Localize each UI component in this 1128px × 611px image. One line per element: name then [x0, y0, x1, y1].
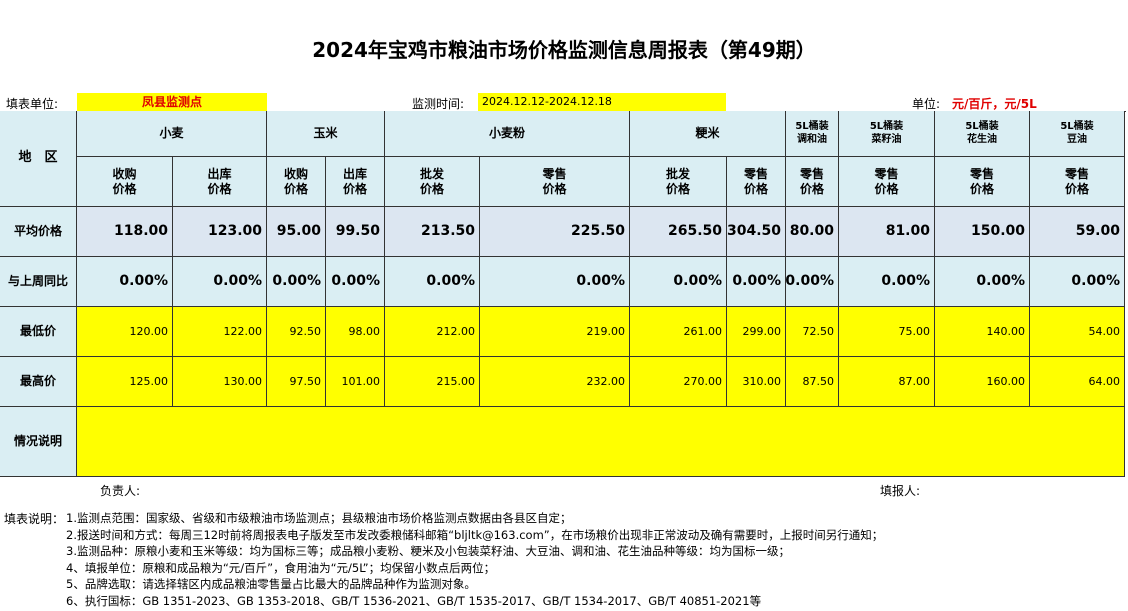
note: 1.监测点范围：国家级、省级和市级粮油市场监测点；县级粮油市场价格监测点数据由各…	[66, 511, 572, 525]
notes-label: 填表说明：	[4, 512, 65, 526]
price-cell: 0.00%	[935, 257, 1030, 307]
price-cell: 87.00	[839, 357, 935, 407]
title: 2024年宝鸡市粮油市场价格监测信息周报表（第49期）	[312, 38, 816, 62]
price-cell: 0.00%	[326, 257, 385, 307]
price-cell: 232.00	[480, 357, 630, 407]
sub-header: 收购 价格	[77, 157, 173, 207]
sub-header: 收购 价格	[267, 157, 326, 207]
measure-label: 单位:	[912, 97, 941, 111]
price-cell: 64.00	[1030, 357, 1125, 407]
remark-label: 情况说明	[0, 407, 77, 477]
unit-label: 填表单位:	[6, 97, 59, 111]
price-cell: 0.00%	[1030, 257, 1125, 307]
sub-header: 零售 价格	[727, 157, 786, 207]
group-header: 5L桶装 菜籽油	[839, 111, 935, 157]
price-cell: 122.00	[173, 307, 267, 357]
price-cell: 123.00	[173, 207, 267, 257]
sub-header: 出库 价格	[173, 157, 267, 207]
measure-value: 元/百斤，元/5L	[952, 97, 1037, 111]
price-cell: 75.00	[839, 307, 935, 357]
price-cell: 59.00	[1030, 207, 1125, 257]
price-cell: 304.50	[727, 207, 786, 257]
sub-header: 零售 价格	[480, 157, 630, 207]
sub-header: 零售 价格	[786, 157, 839, 207]
group-header: 小麦粉	[385, 111, 630, 157]
price-cell: 219.00	[480, 307, 630, 357]
note: 5、品牌选取：请选择辖区内成品粮油零售量占比最大的品牌品种作为监测对象。	[66, 577, 476, 591]
price-cell: 212.00	[385, 307, 480, 357]
price-cell: 160.00	[935, 357, 1030, 407]
price-cell: 0.00%	[630, 257, 727, 307]
price-cell: 97.50	[267, 357, 326, 407]
responsible: 负责人:	[100, 484, 141, 498]
row-label: 与上周同比	[0, 257, 77, 307]
price-cell: 120.00	[77, 307, 173, 357]
price-cell: 0.00%	[480, 257, 630, 307]
row-label: 平均价格	[0, 207, 77, 257]
price-cell: 0.00%	[267, 257, 326, 307]
sub-header: 零售 价格	[1030, 157, 1125, 207]
price-cell: 0.00%	[785, 257, 839, 307]
note: 2.报送时间和方式：每周三12时前将周报表电子版发至市发改委粮储科邮箱“bljl…	[66, 527, 884, 542]
group-header: 玉米	[267, 111, 385, 157]
note: 6、执行国标：GB 1351-2023、GB 1353-2018、GB/T 15…	[66, 593, 762, 608]
price-cell: 80.00	[786, 207, 839, 257]
row-label: 最低价	[0, 307, 77, 357]
sub-header: 出库 价格	[326, 157, 385, 207]
price-cell: 150.00	[935, 207, 1030, 257]
price-cell: 125.00	[77, 357, 173, 407]
price-cell: 0.00%	[839, 257, 935, 307]
price-cell: 118.00	[77, 207, 173, 257]
group-header: 5L桶装 豆油	[1030, 111, 1125, 157]
remark-cell	[77, 407, 1125, 477]
time-value: 2024.12.12-2024.12.18	[478, 93, 726, 111]
price-cell: 99.50	[326, 207, 385, 257]
price-cell: 87.50	[786, 357, 839, 407]
price-cell: 0.00%	[385, 257, 480, 307]
price-cell: 225.50	[480, 207, 630, 257]
price-cell: 72.50	[786, 307, 839, 357]
price-cell: 92.50	[267, 307, 326, 357]
note: 3.监测品种：原粮小麦和玉米等级：均为国标三等；成品粮小麦粉、粳米及小包装菜籽油…	[66, 544, 790, 558]
group-header: 5L桶装 调和油	[786, 111, 839, 157]
price-cell: 0.00%	[173, 257, 267, 307]
price-cell: 54.00	[1030, 307, 1125, 357]
price-cell: 261.00	[630, 307, 727, 357]
price-cell: 265.50	[630, 207, 727, 257]
price-cell: 98.00	[326, 307, 385, 357]
reporter: 填报人:	[880, 484, 921, 498]
sub-header: 批发 价格	[630, 157, 727, 207]
price-cell: 215.00	[385, 357, 480, 407]
price-cell: 270.00	[630, 357, 727, 407]
sub-header: 零售 价格	[935, 157, 1030, 207]
unit-value: 凤县监测点	[77, 93, 267, 111]
price-cell: 299.00	[727, 307, 786, 357]
sub-header: 批发 价格	[385, 157, 480, 207]
price-cell: 310.00	[727, 357, 786, 407]
row-label: 最高价	[0, 357, 77, 407]
sub-header: 零售 价格	[839, 157, 935, 207]
price-cell: 81.00	[839, 207, 935, 257]
region-header: 地 区	[0, 111, 77, 207]
note: 4、填报单位：原粮和成品粮为“元/百斤”，食用油为“元/5L”；均保留小数点后两…	[66, 560, 496, 575]
price-cell: 101.00	[326, 357, 385, 407]
group-header: 小麦	[77, 111, 267, 157]
time-label: 监测时间:	[412, 97, 465, 111]
price-cell: 95.00	[267, 207, 326, 257]
group-header: 5L桶装 花生油	[935, 111, 1030, 157]
price-cell: 213.50	[385, 207, 480, 257]
price-cell: 0.00%	[77, 257, 173, 307]
price-cell: 140.00	[935, 307, 1030, 357]
group-header: 粳米	[630, 111, 786, 157]
price-cell: 130.00	[173, 357, 267, 407]
price-cell: 0.00%	[727, 257, 786, 307]
